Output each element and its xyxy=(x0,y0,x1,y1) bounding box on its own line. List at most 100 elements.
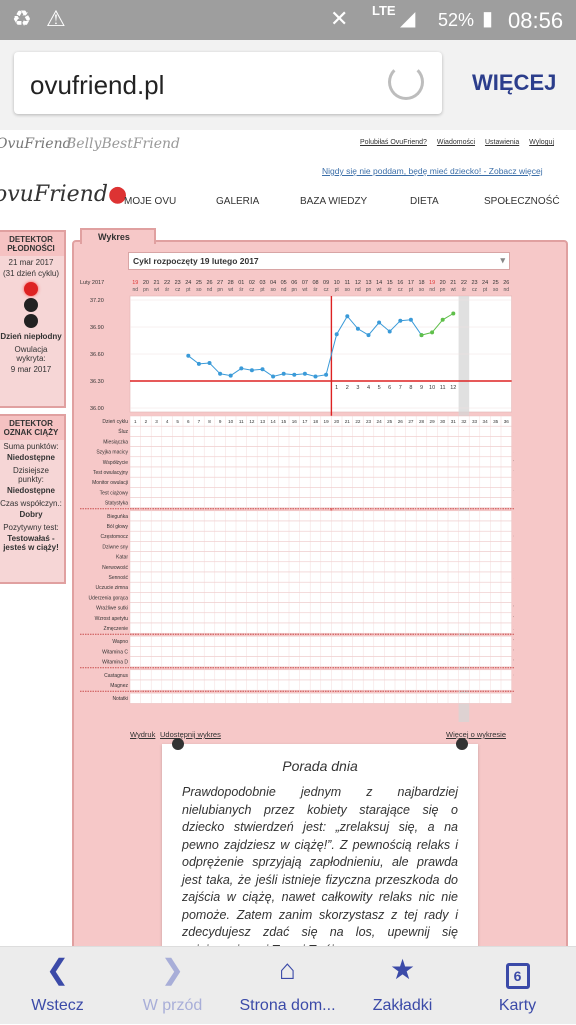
cycle-day-number: 13 xyxy=(260,419,266,424)
weekday-label: śr xyxy=(239,287,244,293)
cycle-day-number: 18 xyxy=(313,419,319,424)
menu-my-ovu[interactable]: MOJE OVU xyxy=(124,196,176,207)
row-label: Ból głowy xyxy=(107,524,129,530)
row-label: Zmęczenie xyxy=(104,626,129,632)
weekday-label: pn xyxy=(366,287,372,293)
y-tick-label: 36.90 xyxy=(90,325,104,331)
cycle-day-number: 24 xyxy=(377,419,383,424)
back-button[interactable]: ❮ Wstecz xyxy=(0,947,115,1025)
day-number-label: 20 xyxy=(440,280,446,286)
tab-chart[interactable]: Wykres xyxy=(80,228,156,244)
chevron-down-icon: ▾ xyxy=(500,255,505,266)
cycle-day-number: 22 xyxy=(355,419,361,424)
forward-button[interactable]: ❯ W przód xyxy=(115,947,230,1025)
fertility-detector: DETEKTOR PŁODNOŚCI 21 mar 2017 (31 dzień… xyxy=(0,230,66,408)
coefficient-label: Czas współczyn.: xyxy=(0,497,64,510)
advice-title: Porada dnia xyxy=(162,758,478,774)
advice-body: Prawdopodobnie jednym z najbardziej niel… xyxy=(182,784,458,946)
more-button[interactable]: WIĘCEJ xyxy=(472,70,556,96)
menu-knowledge[interactable]: BAZA WIEDZY xyxy=(300,196,367,207)
weekday-label: cz xyxy=(472,287,478,293)
day-number-label: 26 xyxy=(206,280,212,286)
temperature-point xyxy=(335,332,339,336)
weekday-label: nd xyxy=(133,287,139,293)
row-label: Test owulacyjny xyxy=(93,470,129,476)
row-label: Dziwne sny xyxy=(102,544,128,550)
temperature-point xyxy=(377,321,381,325)
home-button[interactable]: ⌂ Strona dom... xyxy=(230,947,345,1025)
temperature-point xyxy=(430,330,434,334)
cycle-day-number: 27 xyxy=(408,419,414,424)
temperature-point xyxy=(208,361,212,365)
cycle-day-number: 28 xyxy=(419,419,425,424)
weekday-label: wt xyxy=(377,287,383,293)
warning-icon: ⚠ xyxy=(46,6,66,32)
address-bar[interactable]: ovufriend.pl xyxy=(14,52,442,114)
temperature-point xyxy=(229,374,233,378)
cycle-day-number: 17 xyxy=(302,419,308,424)
cycle-day-number: 2 xyxy=(145,419,148,424)
forward-icon: ❯ xyxy=(115,955,230,985)
positive-test-label: Pozytywny test: xyxy=(0,521,64,534)
day-number-label: 24 xyxy=(185,280,191,286)
weekday-label: nd xyxy=(207,287,213,293)
cycle-day-number: 35 xyxy=(493,419,499,424)
post-ovulation-day-label: 12 xyxy=(450,385,456,391)
cycle-day-number: 6 xyxy=(187,419,190,424)
temperature-point xyxy=(345,314,349,318)
menu-community[interactable]: SPOŁECZNOŚĆ xyxy=(484,196,560,207)
cycle-day-number: 29 xyxy=(430,419,436,424)
temperature-point xyxy=(388,330,392,334)
row-label: Nerwowość xyxy=(102,565,128,571)
print-link[interactable]: Wydruk xyxy=(130,730,155,739)
day-number-label: 23 xyxy=(471,280,477,286)
cycle-day-number: 31 xyxy=(451,419,457,424)
month-left-label: Luty 2017 xyxy=(80,280,104,286)
row-label: Uczucie zimna xyxy=(95,585,128,591)
cycle-day-number: 32 xyxy=(461,419,467,424)
bookmarks-button[interactable]: ★ Zakładki xyxy=(345,947,460,1025)
bellybestfriend-logo[interactable]: BellyBestFriend xyxy=(66,136,180,152)
more-about-chart-link[interactable]: Więcej o wykresie xyxy=(446,730,506,739)
cycle-select[interactable]: Cykl rozpoczęty 19 lutego 2017 ▾ xyxy=(128,252,510,270)
ovufriend-small-logo[interactable]: OvuFriend xyxy=(0,136,72,152)
browser-bottom-nav: ❮ Wstecz ❯ W przód ⌂ Strona dom... ★ Zak… xyxy=(0,946,576,1024)
main-logo[interactable]: ovuFriend● xyxy=(0,182,127,207)
temperature-point xyxy=(314,375,318,379)
post-ovulation-day-label: 1 xyxy=(335,385,338,391)
tabs-button[interactable]: 6 Karty xyxy=(460,947,575,1025)
temperature-point xyxy=(451,312,455,316)
day-number-label: 21 xyxy=(450,280,456,286)
url-text[interactable]: ovufriend.pl xyxy=(30,70,164,101)
temperature-point xyxy=(441,318,445,322)
cycle-chart: Luty 2017Marzec 201719nd20pn21wt22śr23cz… xyxy=(78,276,514,727)
temperature-point xyxy=(324,373,328,377)
menu-diet[interactable]: DIETA xyxy=(410,196,439,207)
more-about-chart-label: Więcej o wykresie xyxy=(446,730,506,739)
temperature-point xyxy=(186,354,190,358)
day-number-label: 12 xyxy=(355,280,361,286)
row-label: Szyjka macicy xyxy=(96,450,128,456)
ovulation-label: Owulacja wykryta: xyxy=(0,343,64,365)
share-link[interactable]: Udostępnij wykres xyxy=(160,730,221,739)
reload-icon[interactable] xyxy=(388,64,424,100)
day-number-label: 20 xyxy=(143,280,149,286)
row-label: Test ciążowy xyxy=(100,490,129,496)
day-number-label: 09 xyxy=(323,280,329,286)
day-number-label: 02 xyxy=(249,280,255,286)
cycle-day-number: 33 xyxy=(472,419,478,424)
link-logout[interactable]: Wyloguj xyxy=(529,139,554,146)
link-settings[interactable]: Ustawienia xyxy=(485,139,519,146)
promo-link[interactable]: Nigdy się nie poddam, będę mieć dziecko!… xyxy=(322,166,543,176)
bookmarks-label: Zakładki xyxy=(345,997,460,1015)
temperature-point xyxy=(282,372,286,376)
link-like[interactable]: Polubiłaś OvuFriend? xyxy=(360,139,427,146)
link-messages[interactable]: Wiadomości xyxy=(437,139,475,146)
battery-icon: ▮ xyxy=(482,6,493,31)
day-number-label: 04 xyxy=(270,280,276,286)
pin-right-icon xyxy=(456,738,468,750)
temperature-point xyxy=(218,372,222,376)
y-tick-label: 36.60 xyxy=(90,352,104,358)
row-label: Wzrost apetytu xyxy=(95,616,129,622)
menu-gallery[interactable]: GALERIA xyxy=(216,196,259,207)
